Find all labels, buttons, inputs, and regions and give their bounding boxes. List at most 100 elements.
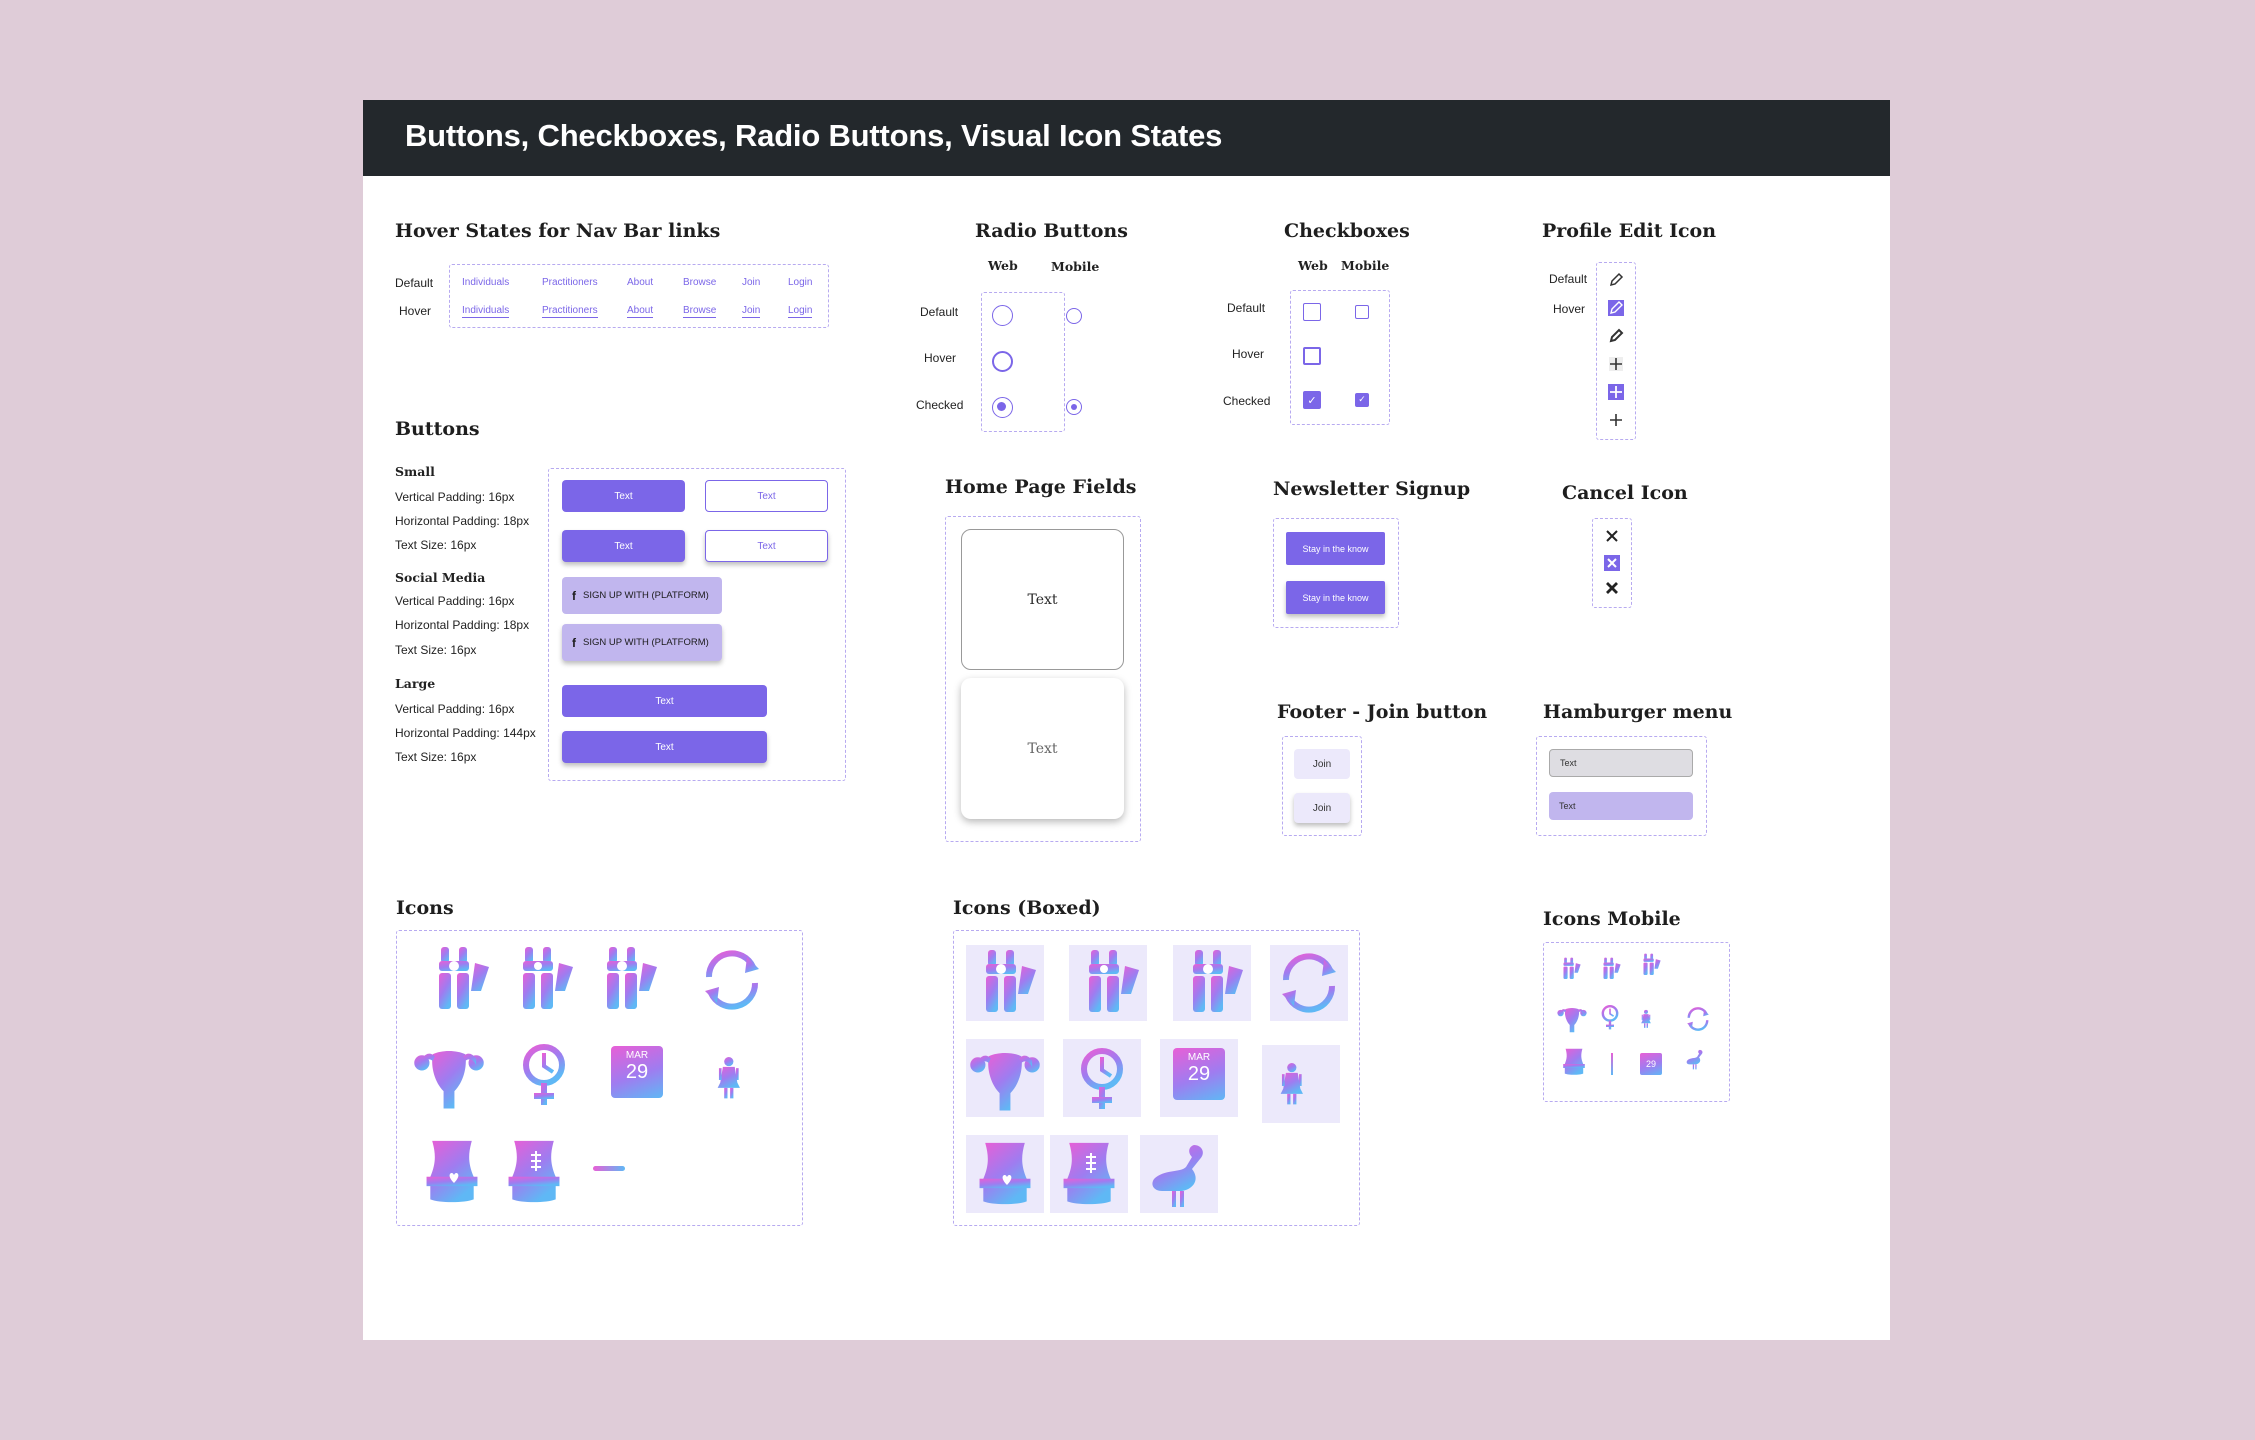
body-burst-icon [1638, 953, 1662, 977]
torso-heart-icon [1560, 1047, 1588, 1077]
icons-frame: MAR 29 [396, 930, 803, 1226]
newsletter-button[interactable]: Stay in the know [1286, 532, 1385, 565]
facebook-icon: f [572, 588, 576, 603]
nav-link-join-hover[interactable]: Join [742, 305, 761, 318]
body-drop-icon [1073, 948, 1143, 1018]
nav-links-frame: Individuals Practitioners About Browse J… [449, 264, 829, 328]
close-boxed-icon[interactable] [1604, 555, 1620, 571]
radio-col-mobile: Mobile [1051, 259, 1100, 274]
nav-hover-title: Hover States for Nav Bar links [395, 220, 721, 242]
calendar-month: MAR [625, 1050, 649, 1061]
nav-default-label: Default [395, 276, 434, 290]
social-signup-label: SIGN UP WITH (PLATFORM) [583, 590, 709, 601]
pencil-hover-icon[interactable] [1608, 328, 1624, 344]
flamingo-icon [1684, 1047, 1706, 1071]
facebook-icon: f [572, 635, 576, 650]
pencil-icon[interactable] [1608, 272, 1624, 288]
doctor-icon [1278, 1049, 1324, 1119]
nav-link-login[interactable]: Login [788, 277, 813, 288]
nav-link-about[interactable]: About [627, 277, 654, 288]
small-button-outline-hover[interactable]: Text [705, 530, 828, 562]
nav-link-practitioners-hover[interactable]: Practitioners [542, 305, 598, 318]
checkbox-web-default[interactable] [1303, 303, 1321, 321]
page-title: Buttons, Checkboxes, Radio Buttons, Visu… [405, 118, 1223, 153]
radio-web-default[interactable] [992, 305, 1013, 326]
footer-join-button[interactable]: Join [1294, 749, 1350, 779]
boxed-tile [966, 945, 1044, 1021]
calendar-day: 29 [625, 1061, 649, 1083]
radio-web-hover[interactable] [992, 351, 1013, 372]
social-signup-button-hover[interactable]: f SIGN UP WITH (PLATFORM) [562, 624, 722, 661]
calendar-icon: MAR 29 [611, 1046, 663, 1098]
pencil-filled-icon[interactable] [1608, 300, 1624, 316]
small-button-outline[interactable]: Text [705, 480, 828, 512]
style-guide-sheet: Buttons, Checkboxes, Radio Buttons, Visu… [363, 100, 1890, 1340]
large-button-hover[interactable]: Text [562, 731, 767, 763]
boxed-tile [1262, 1045, 1340, 1123]
home-fields-frame: Text Text [945, 516, 1141, 842]
home-field-hover[interactable]: Text [961, 678, 1124, 819]
checkbox-row-hover: Hover [1232, 347, 1265, 361]
home-field-default[interactable]: Text [961, 529, 1124, 670]
refresh-icon [697, 945, 767, 1015]
plus-icon[interactable] [1608, 356, 1624, 372]
female-clock-icon [1067, 1043, 1137, 1113]
large-button[interactable]: Text [562, 685, 767, 717]
footer-join-button-hover[interactable]: Join [1294, 793, 1350, 823]
checkbox-col-mobile: Mobile [1341, 258, 1390, 273]
newsletter-button-hover[interactable]: Stay in the know [1286, 581, 1385, 614]
boxed-tile [1140, 1135, 1218, 1213]
radio-frame [981, 292, 1065, 432]
checkbox-row-checked: Checked [1223, 394, 1271, 408]
close-icon[interactable] [1605, 529, 1619, 543]
nav-link-login-hover[interactable]: Login [788, 305, 813, 318]
flat-bar-icon [593, 1166, 625, 1171]
boxed-tile [1173, 945, 1251, 1021]
nav-link-browse[interactable]: Browse [683, 277, 717, 288]
cancel-frame [1592, 518, 1632, 608]
checkbox-frame: ✓ ✓ [1290, 290, 1390, 425]
radio-mobile-default[interactable] [1066, 308, 1082, 324]
small-button-filled-hover[interactable]: Text [562, 530, 685, 562]
checkbox-mobile-checked[interactable]: ✓ [1355, 393, 1369, 407]
hamburger-item-hover[interactable]: Text [1549, 792, 1693, 820]
buttons-title: Buttons [395, 418, 480, 440]
close-bold-icon[interactable] [1605, 581, 1619, 595]
profile-edit-title: Profile Edit Icon [1542, 220, 1717, 242]
uterus-icon [1556, 1003, 1588, 1035]
calendar-icon: MAR 29 [1173, 1048, 1225, 1100]
checkbox-mobile-default[interactable] [1355, 305, 1369, 319]
large-spec-horizontal: Horizontal Padding: 144px [395, 726, 536, 740]
nav-hover-label: Hover [399, 304, 432, 318]
uterus-icon [967, 1041, 1043, 1117]
nav-link-individuals[interactable]: Individuals [462, 277, 510, 288]
radio-mobile-checked[interactable] [1066, 399, 1082, 415]
body-clock-icon [423, 945, 493, 1015]
boxed-tile [966, 1135, 1044, 1213]
social-spec-horizontal: Horizontal Padding: 18px [395, 618, 530, 632]
nav-link-about-hover[interactable]: About [627, 305, 654, 318]
hamburger-frame: Text Text [1536, 736, 1707, 836]
nav-link-join[interactable]: Join [742, 277, 761, 288]
small-button-filled[interactable]: Text [562, 480, 685, 512]
newsletter-title: Newsletter Signup [1273, 478, 1471, 500]
thin-line-icon [1611, 1053, 1613, 1075]
profile-edit-frame [1596, 262, 1636, 440]
nav-link-browse-hover[interactable]: Browse [683, 305, 717, 318]
checkbox-title: Checkboxes [1284, 220, 1410, 242]
checkbox-web-checked[interactable]: ✓ [1303, 391, 1321, 409]
social-signup-button[interactable]: f SIGN UP WITH (PLATFORM) [562, 577, 722, 614]
social-spec-text: Text Size: 16px [395, 643, 477, 657]
plus-filled-icon[interactable] [1608, 384, 1624, 400]
profile-edit-default-label: Default [1549, 272, 1588, 286]
hamburger-item[interactable]: Text [1549, 749, 1693, 777]
radio-web-checked[interactable] [992, 397, 1013, 418]
plus-icon-plain[interactable] [1608, 412, 1624, 428]
body-burst-icon [591, 945, 661, 1015]
nav-link-practitioners[interactable]: Practitioners [542, 277, 598, 288]
flamingo-icon [1144, 1139, 1214, 1209]
body-clock-icon [970, 948, 1040, 1018]
nav-link-individuals-hover[interactable]: Individuals [462, 305, 510, 318]
checkbox-row-default: Default [1227, 301, 1266, 315]
checkbox-web-hover[interactable] [1303, 347, 1321, 365]
